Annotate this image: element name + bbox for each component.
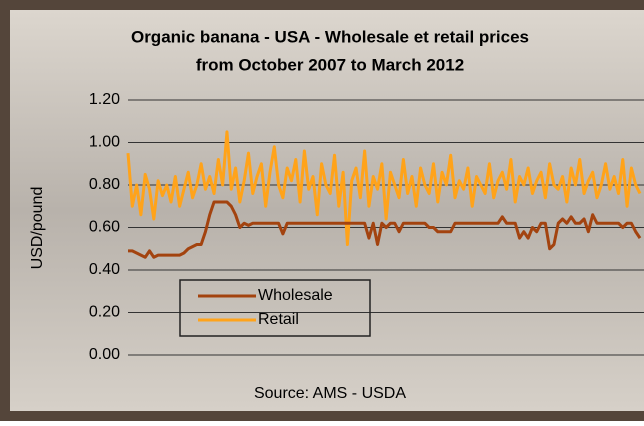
chart-title: Organic banana - USA - Wholesale et reta… <box>131 27 529 46</box>
chart-subtitle: from October 2007 to March 2012 <box>196 55 464 74</box>
y-tick-label: 1.00 <box>89 134 120 151</box>
y-tick-label: 0.20 <box>89 304 120 321</box>
y-tick-label: 0.80 <box>89 176 120 193</box>
legend-label: Wholesale <box>258 287 333 304</box>
y-tick-label: 0.40 <box>89 261 120 278</box>
line-series <box>126 130 642 246</box>
panel <box>10 10 644 411</box>
y-tick-label: 0.60 <box>89 219 120 236</box>
legend-label: Retail <box>258 311 299 328</box>
y-tick-label: 0.00 <box>89 346 120 363</box>
legend-box <box>179 279 371 337</box>
y-axis-label: USD/pound <box>29 187 46 270</box>
y-tick-label: 1.20 <box>89 91 120 108</box>
line-series <box>128 200 642 259</box>
source: Source: AMS - USDA <box>254 385 406 402</box>
